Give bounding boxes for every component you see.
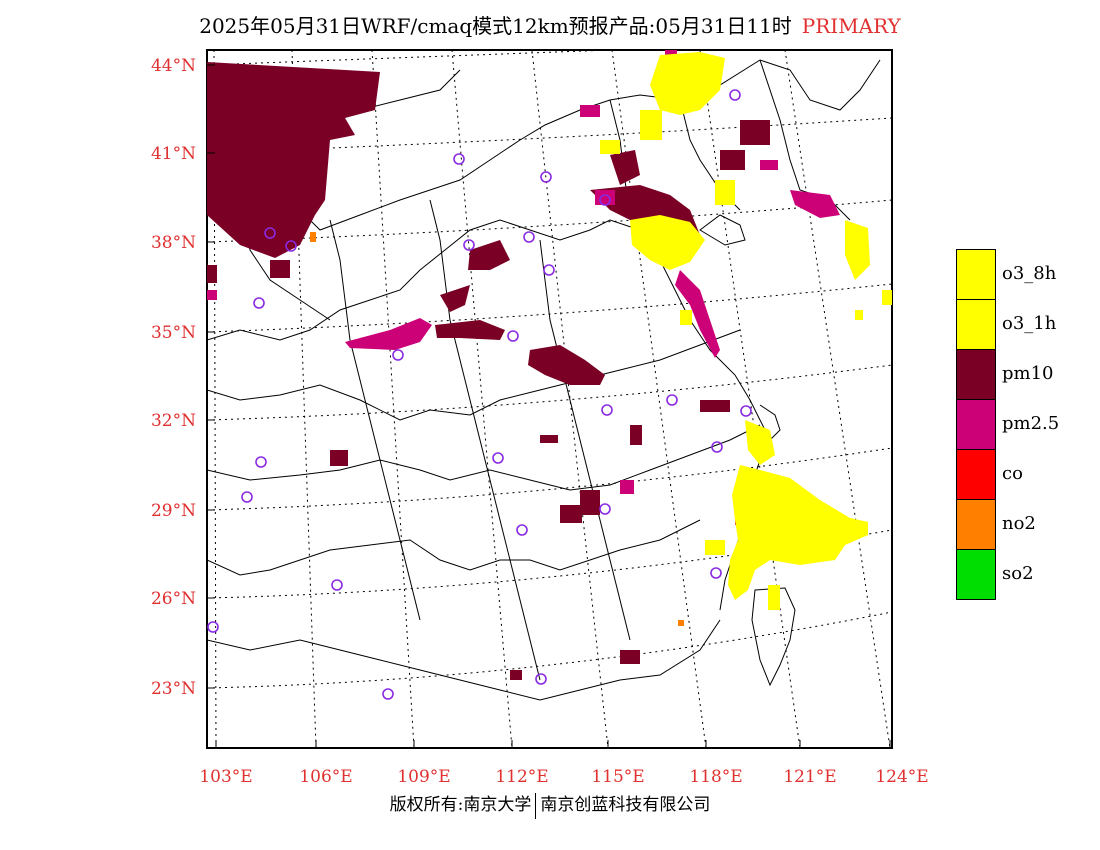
lat-label: 38°N	[151, 233, 196, 253]
o3-area-shandong	[630, 215, 705, 270]
station-marker	[492, 452, 504, 464]
title-tag: PRIMARY	[801, 14, 901, 38]
lat-label: 26°N	[151, 589, 196, 609]
footer-left: 版权所有:南京大学	[389, 795, 532, 815]
latitude-labels: 44°N 41°N 38°N 35°N 32°N 29°N 26°N 23°N	[151, 56, 196, 699]
legend-swatch	[956, 399, 996, 450]
legend-item-pm10: pm10	[956, 349, 1100, 400]
lon-label: 115°E	[591, 767, 644, 787]
pm10-area-central	[528, 345, 605, 385]
map-title: 2025年05月31日WRF/cmaq模式12km预报产品:05月31日11时 P…	[0, 10, 1100, 39]
station-marker	[535, 673, 547, 685]
lat-label: 35°N	[151, 323, 196, 343]
lon-label: 112°E	[495, 767, 548, 787]
o3-area-yellowsea	[845, 220, 870, 280]
legend-label: o3_8h	[1002, 263, 1057, 284]
legend-item-co: co	[956, 449, 1100, 500]
lat-label: 23°N	[151, 679, 196, 699]
legend-item-pm25: pm2.5	[956, 399, 1100, 450]
station-marker	[382, 688, 394, 700]
legend-swatch	[956, 499, 996, 550]
legend-item-o3-1h: o3_1h	[956, 299, 1100, 350]
lon-label: 103°E	[199, 767, 252, 787]
station-marker	[253, 297, 265, 309]
pm25-area-coast	[675, 270, 720, 358]
station-marker	[740, 405, 752, 417]
legend-swatch	[956, 449, 996, 500]
station-marker	[516, 524, 528, 536]
station-marker	[710, 567, 722, 579]
station-marker	[599, 194, 611, 206]
station-markers	[207, 89, 752, 700]
lon-label: 121°E	[783, 767, 836, 787]
station-marker	[392, 349, 404, 361]
pm10-area-shaanxi	[435, 320, 505, 340]
legend-item-no2: no2	[956, 499, 1100, 550]
station-marker	[255, 456, 267, 468]
pm10-area-shanxi-n	[468, 240, 510, 270]
station-marker	[599, 503, 611, 515]
station-marker	[543, 264, 555, 276]
longitude-labels: 103°E 106°E 109°E 112°E 115°E 118°E 121°…	[199, 767, 928, 787]
legend-label: so2	[1002, 563, 1034, 584]
lon-label: 124°E	[875, 767, 928, 787]
o3-areas	[600, 52, 892, 610]
legend-swatch	[956, 549, 996, 600]
pm25-area-liaoning	[790, 190, 840, 218]
legend-label: no2	[1002, 513, 1036, 534]
station-marker	[523, 231, 535, 243]
footer-separator	[535, 792, 537, 819]
legend-label: co	[1002, 463, 1023, 484]
station-marker	[711, 441, 723, 453]
station-marker	[241, 491, 253, 503]
pm25-area-shaanxi	[345, 318, 432, 350]
lon-label: 106°E	[299, 767, 352, 787]
station-marker	[666, 394, 678, 406]
legend-item-o3-8h: o3_8h	[956, 249, 1100, 300]
province-boundaries	[207, 59, 881, 701]
lat-label: 44°N	[151, 56, 196, 76]
station-marker	[463, 239, 475, 251]
station-marker	[729, 89, 741, 101]
pm10-area-northwest	[207, 62, 380, 258]
lat-label: 41°N	[151, 144, 196, 164]
station-marker	[207, 621, 219, 633]
legend-label: o3_1h	[1002, 313, 1057, 334]
legend-label: pm2.5	[1002, 413, 1060, 434]
station-marker	[264, 227, 276, 239]
o3-area-zhejiang	[745, 420, 775, 465]
lon-label: 118°E	[689, 767, 742, 787]
pm10-area-hebei	[610, 150, 640, 185]
tick-marks	[207, 64, 891, 748]
station-marker	[453, 153, 465, 165]
copyright-footer: 版权所有:南京大学 南京创蓝科技有限公司	[0, 790, 1100, 819]
lat-label: 29°N	[151, 501, 196, 521]
legend-swatch	[956, 349, 996, 400]
station-marker	[331, 579, 343, 591]
pm10-area-shanxi	[440, 285, 470, 312]
o3-area-southeast-coast	[728, 465, 868, 600]
no2-areas	[310, 232, 684, 626]
station-marker	[507, 330, 519, 342]
lon-label: 109°E	[397, 767, 450, 787]
footer-right: 南京创蓝科技有限公司	[540, 795, 711, 815]
o3-area-inner-mongolia	[650, 52, 725, 115]
title-main: 2025年05月31日WRF/cmaq模式12km预报产品:05月31日11时	[199, 14, 792, 38]
station-marker	[540, 171, 552, 183]
legend-item-so2: so2	[956, 549, 1100, 600]
legend-swatch	[956, 299, 996, 350]
lat-label: 32°N	[151, 411, 196, 431]
legend-label: pm10	[1002, 363, 1054, 384]
legend-swatch	[956, 249, 996, 300]
station-marker	[285, 240, 297, 252]
station-marker	[601, 404, 613, 416]
